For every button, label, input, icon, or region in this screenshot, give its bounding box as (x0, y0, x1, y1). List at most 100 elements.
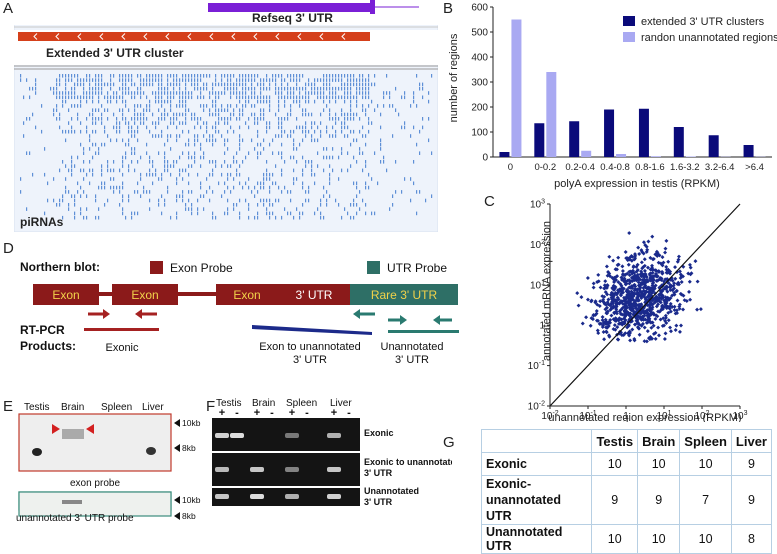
b-x-tick-label: 0.8-1.6 (635, 162, 665, 173)
pirna-read (209, 74, 210, 78)
pirna-read (65, 78, 66, 82)
pirna-read (35, 126, 36, 130)
scatter-point (624, 250, 628, 254)
pirna-read (197, 173, 198, 177)
pirna-read (353, 83, 354, 87)
pirna-read (290, 74, 291, 78)
pirna-read (89, 160, 90, 164)
pirna-read (221, 117, 222, 121)
pirna-read (155, 74, 156, 78)
pirna-read (311, 113, 312, 117)
pirna-read (158, 134, 159, 138)
pirna-read (59, 117, 60, 121)
pirna-read (239, 139, 240, 143)
pirna-read (209, 91, 210, 95)
pirna-read (248, 126, 249, 130)
pirna-read (65, 87, 66, 91)
bar-extended (499, 152, 509, 157)
pirna-read (137, 182, 138, 186)
pirna-read (287, 87, 288, 91)
pirna-read (101, 173, 102, 177)
utr-probe-swatch (367, 261, 380, 274)
gel-band (327, 494, 341, 499)
pirna-read (236, 151, 237, 155)
pirna-read (110, 100, 111, 104)
pirna-read (221, 83, 222, 87)
pirna-read (419, 83, 420, 87)
pirna-read (92, 78, 93, 82)
pirna-read (305, 130, 306, 134)
pirna-read (125, 156, 126, 160)
scatter-point (696, 280, 700, 284)
pirna-read (140, 121, 141, 125)
pirna-read (65, 164, 66, 168)
pirna-read (131, 212, 132, 216)
pirna-read (404, 121, 405, 125)
pirna-read (224, 190, 225, 194)
pirna-read (389, 104, 390, 108)
pirna-read (122, 96, 123, 100)
pirna-read (314, 100, 315, 104)
pirna-read (365, 160, 366, 164)
pirna-read (194, 139, 195, 143)
pirna-read (350, 91, 351, 95)
pirna-read (320, 203, 321, 207)
pirna-read (200, 194, 201, 198)
pirna-read (344, 100, 345, 104)
pirna-read (191, 164, 192, 168)
scatter-point (681, 308, 685, 312)
pirna-read (257, 134, 258, 138)
pirna-read (356, 203, 357, 207)
pirna-read (35, 78, 36, 82)
pirna-read (143, 117, 144, 121)
pirna-read (110, 87, 111, 91)
pirna-read (101, 104, 102, 108)
pirna-read (302, 156, 303, 160)
pirna-read (260, 87, 261, 91)
pirna-read (194, 74, 195, 78)
pirna-read (194, 83, 195, 87)
pirna-read (275, 134, 276, 138)
pirna-read (56, 108, 57, 112)
pirna-read (65, 190, 66, 194)
pirna-read (209, 160, 210, 164)
pirna-read (326, 74, 327, 78)
pirna-read (122, 160, 123, 164)
pirna-read (326, 96, 327, 100)
pirna-read (347, 113, 348, 117)
pirna-read (383, 91, 384, 95)
pirna-read (113, 177, 114, 181)
pirna-read (206, 87, 207, 91)
pirna-read (380, 139, 381, 143)
pirna-read (314, 139, 315, 143)
pirna-read (269, 216, 270, 220)
pirna-read (140, 91, 141, 95)
pirna-read (167, 160, 168, 164)
pirna-read (251, 74, 252, 78)
pirna-read (428, 91, 429, 95)
pirna-read (368, 117, 369, 121)
pirna-read (332, 74, 333, 78)
pirna-read (212, 83, 213, 87)
pirna-read (200, 182, 201, 186)
pirna-read (353, 199, 354, 203)
pirna-read (164, 164, 165, 168)
pirna-read (317, 78, 318, 82)
pirna-read (233, 87, 234, 91)
pirna-read (236, 87, 237, 91)
pirna-read (350, 78, 351, 82)
pirna-read (356, 100, 357, 104)
pirna-read (296, 207, 297, 211)
scatter-point (589, 324, 593, 328)
pirna-read (263, 147, 264, 151)
pirna-read (101, 83, 102, 87)
pirna-read (86, 126, 87, 130)
pirna-read (104, 186, 105, 190)
pirna-read (335, 134, 336, 138)
pirna-read (140, 104, 141, 108)
pirna-read (182, 169, 183, 173)
scatter-point (599, 285, 603, 289)
pirna-read (362, 78, 363, 82)
pirna-read (419, 190, 420, 194)
pirna-read (410, 199, 411, 203)
